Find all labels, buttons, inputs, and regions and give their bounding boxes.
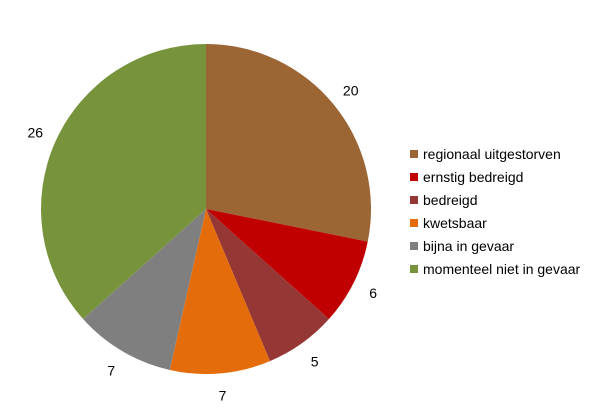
data-label-1: 20: [343, 83, 359, 99]
legend-item: momenteel niet in gevaar: [410, 257, 580, 280]
legend-label: bedreigd: [423, 191, 478, 208]
legend: regionaal uitgestorven ernstig bedreigd be…: [410, 142, 580, 280]
data-labels: 20 6 5 7 7 26: [28, 83, 378, 404]
legend-label: ernstig bedreigd: [423, 168, 524, 185]
data-label-6: 26: [28, 125, 44, 141]
legend-swatch: [410, 264, 418, 273]
legend-item: bedreigd: [410, 188, 580, 211]
legend-label: momenteel niet in gevaar: [423, 260, 581, 277]
legend-label: kwetsbaar: [423, 214, 487, 231]
legend-item: bijna in gevaar: [410, 234, 580, 257]
data-label-3: 5: [311, 353, 319, 369]
legend-item: kwetsbaar: [410, 211, 580, 234]
pie-slice-3: [206, 209, 329, 362]
legend-item: ernstig bedreigd: [410, 165, 580, 188]
pie-slice-2: [206, 209, 368, 320]
pie-slice-1: [206, 44, 372, 242]
legend-swatch: [410, 241, 418, 250]
legend-label: bijna in gevaar: [423, 237, 515, 254]
pie-slice-4: [169, 209, 270, 375]
pie-slice-6: [41, 44, 206, 320]
data-label-5: 7: [107, 362, 115, 378]
legend-label: regionaal uitgestorven: [423, 145, 561, 162]
data-label-4: 7: [219, 387, 227, 403]
legend-swatch: [410, 149, 418, 158]
data-label-2: 6: [369, 285, 377, 301]
legend-swatch: [410, 195, 418, 204]
pie-slices: [41, 44, 372, 375]
legend-item: regionaal uitgestorven: [410, 142, 580, 165]
pie-slice-5: [83, 209, 206, 370]
legend-swatch: [410, 218, 418, 227]
legend-swatch: [410, 172, 418, 181]
